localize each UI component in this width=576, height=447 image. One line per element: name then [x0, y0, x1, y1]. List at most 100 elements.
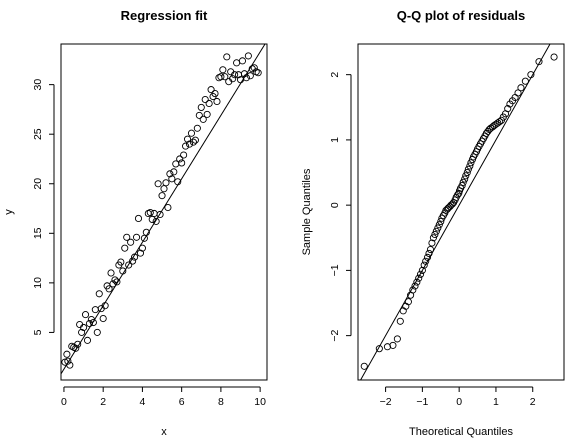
reg-data-point: [162, 179, 170, 187]
qq-data-point: [466, 162, 474, 170]
reg-data-point: [72, 344, 80, 352]
qq-data-point: [422, 257, 430, 265]
reg-x-axis-label: x: [161, 426, 167, 438]
reg-data-point: [101, 302, 109, 310]
reg-data-point: [229, 75, 237, 83]
qq-data-point: [461, 175, 469, 183]
reg-y-tick-label: 10: [32, 277, 44, 289]
qq-y-tick-label: 1: [329, 137, 341, 143]
qq-data-point: [447, 201, 455, 209]
qq-data-point: [454, 191, 462, 199]
qq-x-tick-label: 0: [456, 396, 462, 408]
qq-data-point: [389, 341, 397, 349]
qq-data-point: [459, 178, 467, 186]
qq-data-point: [464, 165, 472, 173]
reg-data-point: [132, 233, 141, 241]
qq-data-point: [396, 317, 404, 325]
qq-data-point: [435, 221, 443, 229]
reg-data-point: [176, 155, 184, 163]
reg-data-point: [160, 185, 168, 193]
reg-data-point: [183, 135, 192, 143]
reg-panel: Regression fit x y 0 2 4 6 8 10 5 10 15 20 25 30: [3, 8, 268, 438]
qq-plot-frame: [357, 43, 565, 381]
qq-data-point: [550, 53, 558, 61]
reg-data-point: [191, 136, 199, 144]
reg-data-point: [207, 86, 215, 94]
reg-data-point: [113, 278, 121, 286]
reg-data-point: [146, 208, 154, 217]
reg-data-point: [156, 210, 164, 219]
qq-data-point: [432, 227, 440, 235]
reg-y-tick-label: 15: [32, 227, 44, 239]
reg-data-point: [219, 66, 227, 74]
qq-data-point: [437, 217, 445, 226]
qq-data-point: [517, 84, 525, 92]
reg-data-point: [182, 142, 190, 150]
qq-data-point: [431, 230, 439, 239]
reg-data-point: [74, 340, 82, 348]
reg-data-point: [66, 361, 74, 369]
qq-x-tick-label: 2: [530, 396, 536, 408]
qq-data-point: [404, 298, 412, 306]
qq-data-point: [413, 278, 421, 286]
reg-data-point: [254, 69, 262, 77]
qq-data-point: [393, 335, 401, 343]
reg-y-tick-label: 30: [32, 79, 44, 91]
reg-data-point: [211, 90, 219, 98]
reg-data-point: [131, 253, 139, 261]
reg-data-point: [134, 214, 143, 222]
reg-data-point: [89, 318, 97, 327]
qq-data-point: [415, 274, 423, 282]
reg-data-point: [81, 311, 90, 319]
reg-data-point: [233, 59, 241, 67]
qq-x-tick-label: −1: [416, 396, 428, 408]
reg-data-point: [123, 233, 131, 241]
qq-data-point: [504, 105, 512, 113]
reg-data-point: [117, 258, 125, 266]
reg-x-tick-label: 4: [139, 396, 145, 408]
reg-data-point: [119, 267, 127, 275]
reg-data-point: [250, 64, 258, 72]
qq-fit-line: [360, 44, 551, 380]
qq-data-point: [420, 261, 428, 269]
qq-data-point: [494, 119, 502, 127]
reg-data-point: [111, 276, 119, 284]
reg-data-point: [138, 244, 146, 252]
reg-data-point: [150, 209, 158, 218]
reg-x-tick-label: 8: [218, 396, 224, 408]
reg-plot-frame: [60, 43, 268, 381]
reg-y-tick-label: 20: [32, 178, 44, 190]
qq-y-tick-label: −2: [329, 329, 341, 341]
qq-data-point: [434, 224, 442, 232]
reg-data-point: [187, 129, 196, 137]
reg-data-point: [109, 280, 117, 288]
reg-y-axis-label: y: [3, 209, 15, 215]
reg-data-point: [199, 115, 207, 123]
qq-data-point: [467, 159, 475, 167]
qq-data-point: [496, 118, 504, 126]
qq-x-tick-label: 1: [493, 396, 499, 408]
reg-fit-line: [61, 44, 266, 375]
reg-y-tick-label: 25: [32, 128, 44, 140]
qq-data-point: [446, 202, 454, 211]
reg-y-tick-label: 5: [32, 329, 44, 335]
reg-data-point: [223, 53, 231, 61]
qq-data-point: [426, 245, 435, 254]
qq-y-tick-label: −1: [329, 264, 341, 276]
reg-data-point: [80, 323, 88, 332]
reg-x-tick-label: 6: [179, 396, 185, 408]
qq-data-point: [442, 206, 450, 214]
reg-data-point: [152, 217, 160, 225]
qq-data-point: [418, 266, 426, 274]
reg-data-point: [142, 228, 150, 236]
reg-data-point: [107, 269, 115, 277]
qq-data-point: [375, 345, 383, 353]
qq-data-point: [423, 253, 432, 261]
qq-data-point: [492, 120, 500, 128]
reg-title: Regression fit: [121, 8, 208, 23]
reg-data-point: [164, 203, 172, 212]
reg-data-point: [217, 73, 225, 81]
qq-data-point: [443, 205, 451, 213]
reg-data-point: [244, 52, 252, 60]
